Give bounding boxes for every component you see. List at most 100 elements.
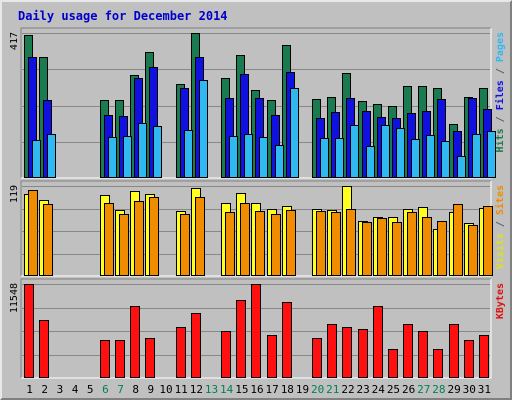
bar-sites-day-17 <box>271 214 281 276</box>
bar-sites-day-9 <box>149 197 159 276</box>
bar-pages-day-24 <box>381 125 390 178</box>
y-max-label: 119 <box>9 185 20 203</box>
x-tick-label: 7 <box>117 383 124 396</box>
bar-kbytes-day-21 <box>327 324 337 378</box>
bar-kbytes-day-6 <box>100 340 110 378</box>
bar-pages-day-20 <box>320 138 329 178</box>
x-tick-label: 23 <box>357 383 370 396</box>
bar-kbytes-day-16 <box>251 284 261 378</box>
x-tick-label: 25 <box>387 383 400 396</box>
bar-kbytes-day-12 <box>191 313 201 378</box>
bar-pages-day-1 <box>32 140 41 178</box>
legend-entry: KBytes <box>495 283 506 319</box>
bar-kbytes-day-29 <box>449 324 459 378</box>
bar-kbytes-day-22 <box>342 327 352 378</box>
bar-pages-day-28 <box>441 141 450 178</box>
bar-pages-day-17 <box>275 145 284 178</box>
x-tick-label: 9 <box>148 383 155 396</box>
bar-kbytes-day-20 <box>312 338 322 378</box>
panel-kbytes: 11548 KBytes <box>9 278 506 379</box>
plot-border-dark <box>20 27 491 178</box>
x-tick-label: 30 <box>463 383 476 396</box>
bar-pages-day-27 <box>426 135 435 178</box>
bar-pages-day-8 <box>138 123 147 178</box>
bar-pages-day-26 <box>411 139 420 178</box>
x-tick-label: 27 <box>417 383 430 396</box>
x-tick-label: 24 <box>372 383 386 396</box>
x-tick-label: 10 <box>159 383 172 396</box>
x-tick-label: 15 <box>235 383 248 396</box>
bar-sites-day-2 <box>43 204 53 276</box>
x-tick-label: 2 <box>41 383 48 396</box>
bar-sites-day-22 <box>346 209 356 276</box>
series-pages <box>32 80 496 178</box>
bar-sites-day-14 <box>225 212 235 276</box>
bar-sites-day-26 <box>407 212 417 276</box>
bar-kbytes-day-9 <box>145 338 155 378</box>
x-tick-label: 17 <box>266 383 279 396</box>
x-tick-label: 16 <box>250 383 263 396</box>
x-tick-label: 18 <box>281 383 294 396</box>
x-tick-label: 6 <box>102 383 109 396</box>
bar-kbytes-day-31 <box>479 335 489 378</box>
legend-entry: Visits <box>494 233 506 269</box>
bar-pages-day-30 <box>472 134 481 178</box>
bar-pages-day-16 <box>259 137 268 178</box>
bar-kbytes-day-24 <box>373 306 383 378</box>
bar-kbytes-day-25 <box>388 349 398 378</box>
bar-kbytes-day-11 <box>176 327 186 378</box>
x-tick-label: 1 <box>26 383 33 396</box>
x-tick-label: 28 <box>432 383 445 396</box>
bar-sites-day-20 <box>316 211 326 276</box>
bar-sites-day-8 <box>134 201 144 276</box>
bar-pages-day-15 <box>244 134 253 178</box>
bar-kbytes-day-18 <box>282 302 292 378</box>
bar-kbytes-day-26 <box>403 324 413 378</box>
bar-pages-day-11 <box>184 130 193 178</box>
bar-sites-day-29 <box>453 204 463 276</box>
legend-entry: Pages <box>495 32 506 62</box>
bar-pages-day-31 <box>487 131 496 178</box>
legend-entry: Hits <box>494 128 506 152</box>
x-tick-label: 4 <box>72 383 79 396</box>
legend-entry: Files <box>494 80 506 110</box>
bar-pages-day-7 <box>123 136 132 178</box>
series-sites <box>28 190 493 276</box>
bar-sites-day-12 <box>195 197 205 276</box>
bar-kbytes-day-1 <box>24 284 34 378</box>
y-max-label: 417 <box>9 32 20 50</box>
bar-sites-day-25 <box>392 222 402 276</box>
bar-kbytes-day-17 <box>267 335 277 378</box>
bar-sites-day-28 <box>437 221 447 276</box>
bar-kbytes-day-30 <box>464 340 474 378</box>
bar-pages-day-22 <box>350 125 359 178</box>
bar-kbytes-day-7 <box>115 340 125 378</box>
bar-kbytes-day-23 <box>358 329 368 378</box>
series-kbytes <box>24 284 489 378</box>
x-tick-label: 11 <box>175 383 188 396</box>
bar-pages-day-18 <box>290 88 299 178</box>
legend-label: KBytes <box>495 283 506 319</box>
x-tick-label: 26 <box>402 383 415 396</box>
chart-title: Daily usage for December 2014 <box>18 9 228 23</box>
x-tick-label: 20 <box>311 383 324 396</box>
x-tick-label: 21 <box>326 383 339 396</box>
bar-pages-day-12 <box>199 80 208 178</box>
bar-sites-day-15 <box>240 203 250 276</box>
x-tick-label: 31 <box>478 383 491 396</box>
x-tick-label: 5 <box>87 383 94 396</box>
bar-kbytes-day-14 <box>221 331 231 378</box>
x-tick-label: 14 <box>220 383 234 396</box>
plot-border-dark <box>20 278 491 378</box>
bar-pages-day-9 <box>153 126 162 178</box>
bar-sites-day-24 <box>377 218 387 276</box>
x-tick-label: 13 <box>205 383 218 396</box>
bar-kbytes-day-15 <box>236 300 246 378</box>
x-tick-label: 8 <box>132 383 139 396</box>
bar-sites-day-11 <box>180 214 190 276</box>
bar-kbytes-day-28 <box>433 349 443 378</box>
bar-kbytes-day-27 <box>418 331 428 378</box>
legend-entry: / <box>495 62 506 80</box>
bar-pages-day-21 <box>335 138 344 178</box>
